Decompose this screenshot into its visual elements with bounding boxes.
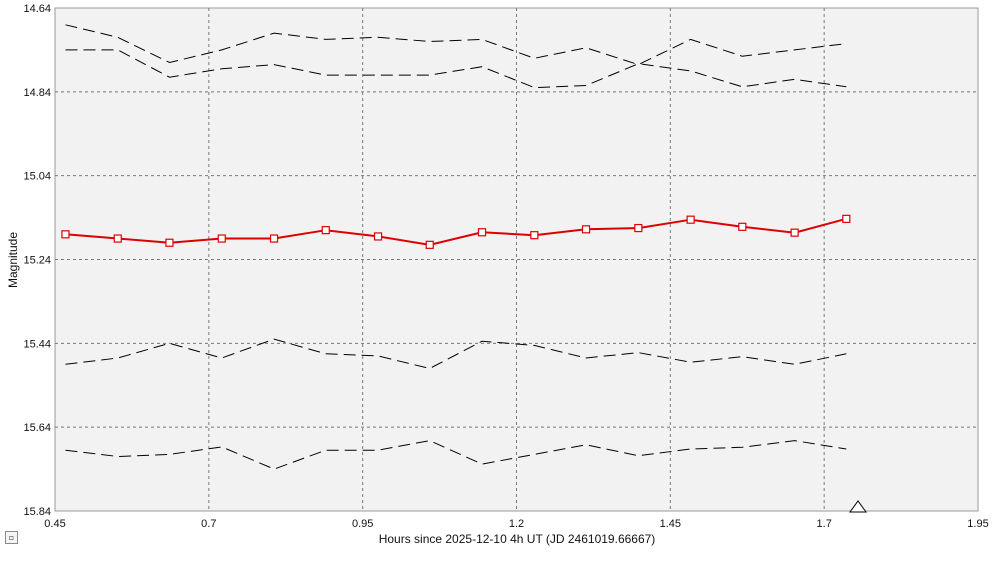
corner-toggle-button[interactable]: ▫ bbox=[5, 531, 18, 544]
data-point-marker bbox=[61, 230, 70, 239]
series-group bbox=[61, 24, 851, 470]
data-point-marker bbox=[634, 223, 643, 233]
series-line-3 bbox=[65, 49, 847, 89]
y-tick-labels: 14.64 14.84 15.04 15.24 15.44 15.64 15.84 bbox=[23, 3, 51, 518]
data-point-marker bbox=[217, 234, 226, 243]
x-tick-label: 0.7 bbox=[201, 518, 216, 530]
x-tick-label: 0.45 bbox=[44, 518, 65, 530]
y-tick-label: 14.84 bbox=[23, 87, 51, 99]
x-tick-labels: 0.45 0.7 0.95 1.2 1.45 1.7 1.95 bbox=[44, 518, 988, 530]
data-point-marker bbox=[113, 234, 122, 243]
series-line-1 bbox=[65, 217, 847, 246]
data-point-marker bbox=[686, 215, 695, 224]
series-line-4 bbox=[65, 338, 847, 370]
y-tick-label: 15.44 bbox=[23, 338, 51, 350]
y-tick-label: 15.64 bbox=[23, 422, 51, 434]
data-point-marker bbox=[842, 214, 851, 223]
data-point-marker bbox=[581, 225, 591, 234]
data-point-marker bbox=[477, 228, 487, 237]
y-axis-label: Magnitude bbox=[6, 232, 20, 288]
data-point-marker bbox=[321, 226, 330, 235]
position-marker-group[interactable] bbox=[849, 500, 867, 513]
data-point-marker bbox=[373, 232, 383, 241]
x-tick-label: 1.95 bbox=[967, 518, 988, 530]
y-tick-label: 15.84 bbox=[23, 506, 51, 518]
x-tick-label: 0.95 bbox=[352, 518, 373, 530]
y-tick-label: 14.64 bbox=[23, 3, 51, 15]
x-tick-label: 1.45 bbox=[660, 518, 681, 530]
data-point-marker bbox=[165, 238, 174, 247]
y-tick-label: 15.04 bbox=[23, 171, 51, 183]
grid-lines bbox=[55, 8, 978, 511]
series-line-5 bbox=[65, 440, 847, 470]
y-tick-label: 15.24 bbox=[23, 255, 51, 267]
x-axis-label: Hours since 2025-12-10 4h UT (JD 2461019… bbox=[379, 532, 656, 546]
x-tick-label: 1.2 bbox=[509, 518, 524, 530]
data-point-marker bbox=[269, 234, 279, 243]
data-point-marker bbox=[738, 222, 747, 231]
data-point-marker bbox=[530, 231, 539, 240]
data-point-marker bbox=[425, 240, 434, 249]
position-triangle-marker[interactable] bbox=[849, 500, 867, 513]
data-point-marker bbox=[790, 228, 799, 237]
x-tick-label: 1.7 bbox=[817, 518, 832, 530]
series-line-2 bbox=[65, 24, 847, 66]
